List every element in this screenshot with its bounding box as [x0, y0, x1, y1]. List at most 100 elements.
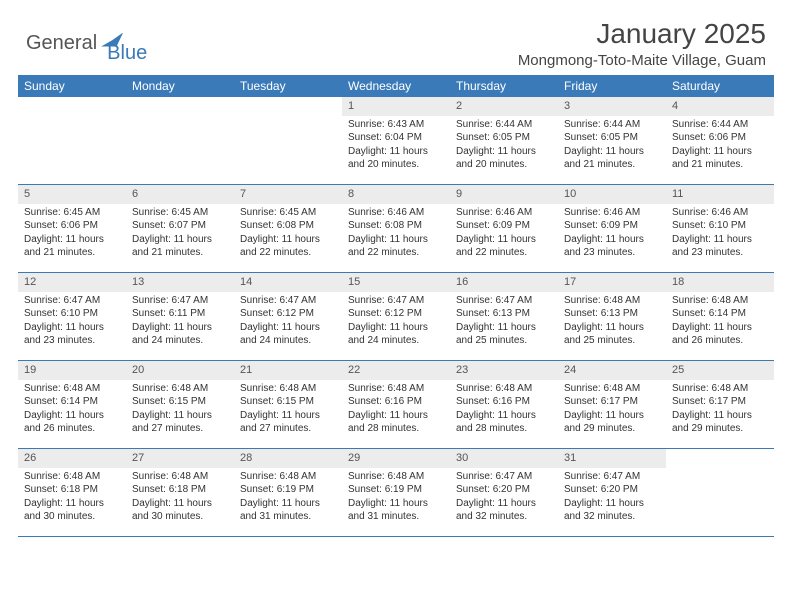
empty-cell [18, 97, 126, 184]
day-body: Sunrise: 6:48 AMSunset: 6:19 PMDaylight:… [234, 470, 342, 528]
daylight-line: Daylight: 11 hours and 28 minutes. [456, 409, 552, 436]
day-number: 1 [342, 97, 450, 116]
day-header: Sunday [18, 75, 126, 97]
sunrise-line: Sunrise: 6:47 AM [24, 294, 120, 308]
day-cell: 22 Sunrise: 6:48 AMSunset: 6:16 PMDayligh… [342, 361, 450, 448]
day-body: Sunrise: 6:48 AMSunset: 6:15 PMDaylight:… [234, 382, 342, 440]
daylight-line: Daylight: 11 hours and 23 minutes. [564, 233, 660, 260]
daylight-line: Daylight: 11 hours and 20 minutes. [456, 145, 552, 172]
day-number: 17 [558, 273, 666, 292]
logo-text-general: General [26, 32, 97, 55]
day-body: Sunrise: 6:47 AMSunset: 6:10 PMDaylight:… [18, 294, 126, 352]
sunset-line: Sunset: 6:15 PM [240, 395, 336, 409]
empty-cell [666, 449, 774, 536]
day-cell: 15Sunrise: 6:47 AMSunset: 6:12 PMDayligh… [342, 273, 450, 360]
daylight-line: Daylight: 11 hours and 22 minutes. [456, 233, 552, 260]
day-number: 30 [450, 449, 558, 468]
sunset-line: Sunset: 6:18 PM [24, 483, 120, 497]
day-body: Sunrise: 6:48 AMSunset: 6:15 PMDaylight:… [126, 382, 234, 440]
sunrise-line: Sunrise: 6:44 AM [672, 118, 768, 132]
day-number: 19 [18, 361, 126, 380]
empty-cell [126, 97, 234, 184]
sunset-line: Sunset: 6:05 PM [564, 131, 660, 145]
sunrise-line: Sunrise: 6:47 AM [456, 470, 552, 484]
day-body: Sunrise: 6:45 AMSunset: 6:08 PMDaylight:… [234, 206, 342, 264]
logo: General Blue [26, 22, 147, 65]
sunset-line: Sunset: 6:18 PM [132, 483, 228, 497]
weeks-container: 1Sunrise: 6:43 AMSunset: 6:04 PMDaylight… [18, 97, 774, 537]
sunset-line: Sunset: 6:12 PM [240, 307, 336, 321]
day-header: Tuesday [234, 75, 342, 97]
sunset-line: Sunset: 6:06 PM [24, 219, 120, 233]
sunrise-line: Sunrise: 6:47 AM [240, 294, 336, 308]
day-body: Sunrise: 6:48 AMSunset: 6:18 PMDaylight:… [18, 470, 126, 528]
day-number: 10 [558, 185, 666, 204]
day-cell: 24Sunrise: 6:48 AMSunset: 6:17 PMDayligh… [558, 361, 666, 448]
day-number: 13 [126, 273, 234, 292]
day-cell: 5Sunrise: 6:45 AMSunset: 6:06 PMDaylight… [18, 185, 126, 272]
sunset-line: Sunset: 6:19 PM [348, 483, 444, 497]
sunrise-line: Sunrise: 6:47 AM [348, 294, 444, 308]
day-body: Sunrise: 6:48 AMSunset: 6:19 PMDaylight:… [342, 470, 450, 528]
day-cell: 9Sunrise: 6:46 AMSunset: 6:09 PMDaylight… [450, 185, 558, 272]
day-cell: 17 Sunrise: 6:48 AMSunset: 6:13 PMDayligh… [558, 273, 666, 360]
week-row: 1Sunrise: 6:43 AMSunset: 6:04 PMDaylight… [18, 97, 774, 185]
sunset-line: Sunset: 6:17 PM [564, 395, 660, 409]
day-number: 26 [18, 449, 126, 468]
daylight-line: Daylight: 11 hours and 32 minutes. [456, 497, 552, 524]
daylight-line: Daylight: 11 hours and 23 minutes. [24, 321, 120, 348]
day-number: 22 [342, 361, 450, 380]
day-header: Monday [126, 75, 234, 97]
sunrise-line: Sunrise: 6:48 AM [564, 382, 660, 396]
sunrise-line: Sunrise: 6:48 AM [348, 382, 444, 396]
sunrise-line: Sunrise: 6:46 AM [456, 206, 552, 220]
day-body: Sunrise: 6:47 AMSunset: 6:12 PMDaylight:… [234, 294, 342, 352]
daylight-line: Daylight: 11 hours and 27 minutes. [132, 409, 228, 436]
daylight-line: Daylight: 11 hours and 29 minutes. [672, 409, 768, 436]
day-body: Sunrise: 6:44 AMSunset: 6:05 PMDaylight:… [558, 118, 666, 176]
day-body: Sunrise: 6:45 AMSunset: 6:07 PMDaylight:… [126, 206, 234, 264]
day-body: Sunrise: 6:46 AMSunset: 6:08 PMDaylight:… [342, 206, 450, 264]
day-body: Sunrise: 6:46 AMSunset: 6:09 PMDaylight:… [558, 206, 666, 264]
day-number: 28 [234, 449, 342, 468]
sunrise-line: Sunrise: 6:45 AM [24, 206, 120, 220]
day-body: Sunrise: 6:48 AMSunset: 6:16 PMDaylight:… [342, 382, 450, 440]
sunrise-line: Sunrise: 6:44 AM [456, 118, 552, 132]
sunset-line: Sunset: 6:07 PM [132, 219, 228, 233]
day-number: 27 [126, 449, 234, 468]
daylight-line: Daylight: 11 hours and 23 minutes. [672, 233, 768, 260]
day-number: 24 [558, 361, 666, 380]
sunrise-line: Sunrise: 6:46 AM [348, 206, 444, 220]
daylight-line: Daylight: 11 hours and 31 minutes. [240, 497, 336, 524]
sunset-line: Sunset: 6:13 PM [456, 307, 552, 321]
day-number: 9 [450, 185, 558, 204]
daylight-line: Daylight: 11 hours and 26 minutes. [672, 321, 768, 348]
sunrise-line: Sunrise: 6:46 AM [672, 206, 768, 220]
day-body: Sunrise: 6:44 AMSunset: 6:06 PMDaylight:… [666, 118, 774, 176]
sunset-line: Sunset: 6:04 PM [348, 131, 444, 145]
sunset-line: Sunset: 6:13 PM [564, 307, 660, 321]
week-row: 26Sunrise: 6:48 AMSunset: 6:18 PMDayligh… [18, 449, 774, 537]
sunrise-line: Sunrise: 6:47 AM [456, 294, 552, 308]
sunset-line: Sunset: 6:15 PM [132, 395, 228, 409]
sunset-line: Sunset: 6:14 PM [24, 395, 120, 409]
day-number: 25 [666, 361, 774, 380]
daylight-line: Daylight: 11 hours and 20 minutes. [348, 145, 444, 172]
day-body: Sunrise: 6:48 AMSunset: 6:13 PMDaylight:… [558, 294, 666, 352]
day-cell: 13Sunrise: 6:47 AMSunset: 6:11 PMDayligh… [126, 273, 234, 360]
day-cell: 25Sunrise: 6:48 AMSunset: 6:17 PMDayligh… [666, 361, 774, 448]
day-number: 21 [234, 361, 342, 380]
sunset-line: Sunset: 6:12 PM [348, 307, 444, 321]
day-number: 11 [666, 185, 774, 204]
daylight-line: Daylight: 11 hours and 30 minutes. [24, 497, 120, 524]
sunrise-line: Sunrise: 6:48 AM [240, 470, 336, 484]
daylight-line: Daylight: 11 hours and 21 minutes. [672, 145, 768, 172]
week-row: 19 Sunrise: 6:48 AM Sunset: 6:14 PM Dayligh… [18, 361, 774, 449]
day-cell: 21 Sunrise: 6:48 AMSunset: 6:15 PMDayligh… [234, 361, 342, 448]
day-header: Wednesday [342, 75, 450, 97]
week-row: 12Sunrise: 6:47 AMSunset: 6:10 PMDayligh… [18, 273, 774, 361]
day-cell: 27Sunrise: 6:48 AMSunset: 6:18 PMDayligh… [126, 449, 234, 536]
day-cell: 8Sunrise: 6:46 AMSunset: 6:08 PMDaylight… [342, 185, 450, 272]
day-cell: 26 Sunrise: 6:48 AMSunset: 6:18 PMDayligh… [18, 449, 126, 536]
daylight-line: Daylight: 11 hours and 31 minutes. [348, 497, 444, 524]
